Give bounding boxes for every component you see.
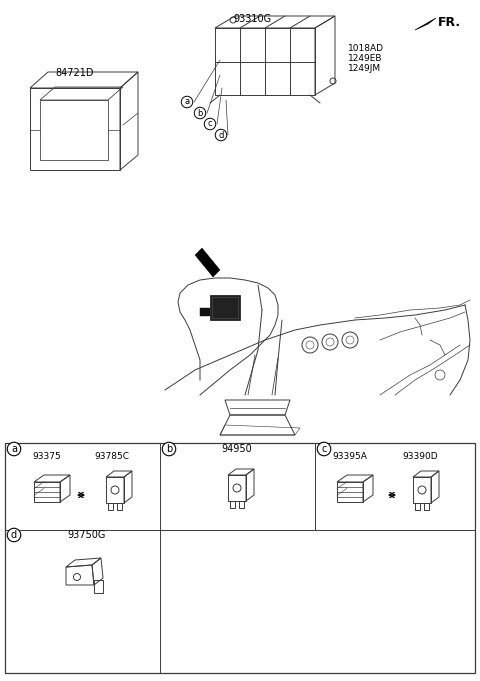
Text: b: b [166, 444, 172, 454]
Polygon shape [210, 295, 240, 320]
Text: 93390D: 93390D [402, 452, 438, 461]
Text: d: d [218, 131, 224, 140]
Text: 93310G: 93310G [233, 14, 271, 24]
Text: 1018AD: 1018AD [348, 44, 384, 53]
Text: c: c [321, 444, 327, 454]
Text: 93375: 93375 [33, 452, 61, 461]
Text: b: b [197, 108, 203, 118]
Text: a: a [11, 444, 17, 454]
Text: d: d [11, 530, 17, 540]
Text: 93395A: 93395A [333, 452, 367, 461]
Text: 84721D: 84721D [56, 68, 94, 78]
Text: FR.: FR. [438, 16, 461, 29]
Text: 93785C: 93785C [95, 452, 130, 461]
Text: c: c [208, 119, 212, 129]
Text: 1249JM: 1249JM [348, 64, 381, 73]
Text: 1249EB: 1249EB [348, 54, 383, 63]
Polygon shape [200, 308, 210, 316]
Bar [5, 443, 475, 673]
Text: 94950: 94950 [222, 444, 252, 454]
Text: 93750G: 93750G [68, 530, 106, 540]
Polygon shape [195, 248, 220, 277]
Polygon shape [415, 18, 436, 30]
Text: a: a [184, 97, 190, 106]
